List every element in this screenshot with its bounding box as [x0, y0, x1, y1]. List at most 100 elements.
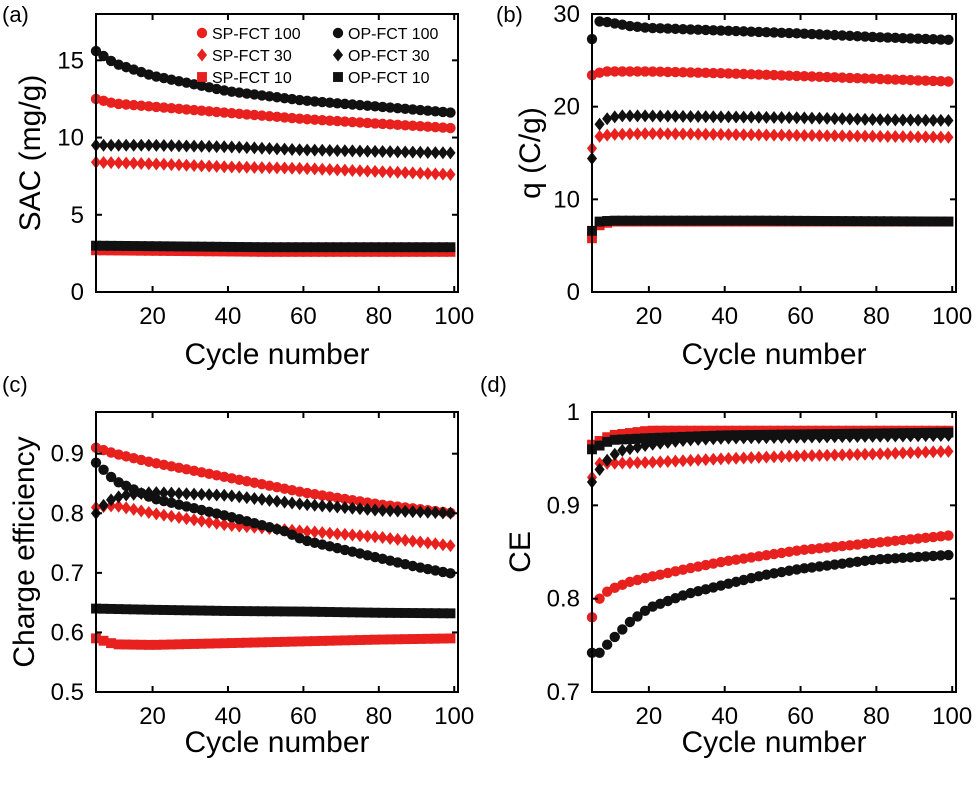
data-point [700, 67, 711, 79]
x-axis-label: Cycle number [681, 726, 866, 759]
data-point [422, 242, 433, 253]
data-point [791, 429, 802, 440]
data-point [769, 429, 779, 440]
data-point [271, 92, 283, 103]
data-point [370, 607, 380, 618]
data-point [678, 431, 688, 442]
data-point [113, 98, 124, 110]
data-point [264, 161, 275, 175]
data-point [309, 636, 320, 647]
data-point [897, 74, 909, 86]
data-point [746, 69, 757, 80]
y-tick-label: 5 [71, 202, 84, 229]
data-point [241, 88, 253, 99]
data-point [219, 488, 230, 502]
data-point [437, 506, 448, 520]
data-point [309, 143, 320, 157]
legend-label: SP-FCT 10 [212, 70, 292, 87]
data-point [655, 455, 666, 469]
data-point [166, 241, 177, 252]
data-point [935, 130, 946, 144]
data-point [332, 144, 343, 158]
data-point [738, 110, 749, 124]
data-point [670, 23, 681, 35]
x-tick-label: 20 [636, 303, 663, 330]
data-point [324, 163, 335, 177]
data-point [852, 428, 863, 439]
data-point [723, 452, 734, 466]
data-point [332, 635, 343, 646]
y-tick-label: 0.7 [51, 560, 84, 587]
data-point [761, 429, 772, 440]
x-tick-label: 80 [863, 703, 890, 730]
data-point [324, 242, 335, 253]
data-point [639, 66, 651, 77]
data-point [362, 164, 373, 178]
data-point [897, 446, 908, 460]
data-point [594, 117, 605, 131]
data-point [181, 639, 192, 650]
panel-label: (b) [496, 2, 523, 27]
data-point [844, 216, 855, 227]
data-point [113, 604, 124, 615]
data-point [415, 535, 426, 549]
data-point [400, 533, 411, 547]
data-point [166, 103, 177, 114]
data-point [136, 504, 147, 518]
data-point [445, 242, 456, 253]
panel-label: (d) [480, 372, 507, 397]
data-point [905, 74, 916, 86]
data-point [400, 634, 411, 645]
data-point [317, 114, 328, 126]
data-point [151, 157, 162, 171]
x-tick-label: 20 [139, 303, 166, 330]
data-point [897, 428, 908, 439]
data-point [415, 166, 426, 180]
data-point [594, 440, 605, 451]
data-point [852, 216, 863, 227]
data-point [829, 129, 840, 143]
data-point [279, 161, 290, 175]
data-point [347, 501, 358, 515]
data-point [279, 92, 290, 104]
data-point [301, 114, 313, 125]
data-point [219, 638, 230, 649]
y-axis-label: CE [504, 531, 537, 573]
data-point [422, 633, 433, 644]
data-point [128, 604, 139, 615]
data-point [647, 66, 658, 77]
data-point [829, 72, 840, 83]
data-point [437, 167, 448, 181]
data-point [753, 26, 765, 38]
data-point [400, 103, 411, 115]
series-op-fct-30 [90, 138, 456, 160]
data-point [105, 471, 117, 483]
data-point [920, 551, 931, 562]
data-point [173, 486, 185, 500]
data-point [632, 215, 643, 226]
data-point [829, 29, 840, 41]
data-point [249, 492, 260, 506]
data-point [860, 428, 870, 439]
data-point [226, 489, 237, 503]
data-point [685, 67, 696, 78]
data-point [234, 606, 245, 617]
data-point [302, 498, 313, 512]
data-point [928, 427, 939, 438]
data-point [647, 425, 658, 436]
data-point [204, 241, 215, 252]
data-point [332, 607, 343, 618]
data-point [708, 215, 719, 226]
data-point [624, 434, 635, 445]
x-tick-label: 60 [787, 303, 814, 330]
series-op-fct-100 [586, 549, 954, 658]
data-point [294, 161, 305, 175]
data-point [173, 103, 185, 115]
data-point [355, 635, 365, 645]
data-point [339, 116, 351, 127]
data-point [677, 454, 689, 468]
data-point [678, 215, 688, 226]
data-point [204, 159, 215, 173]
data-point [279, 242, 290, 253]
data-point [799, 563, 810, 574]
